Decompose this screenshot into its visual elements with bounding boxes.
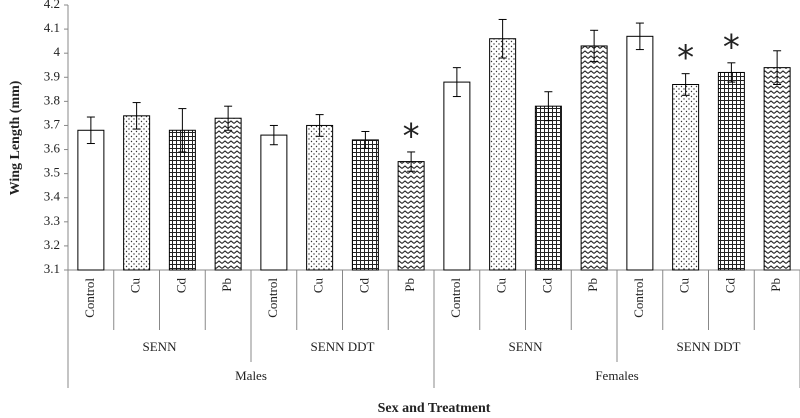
group-label: Males: [235, 368, 267, 383]
y-tick-label: 4.2: [44, 0, 60, 11]
y-tick-label: 3.8: [44, 92, 60, 107]
bar: [763, 67, 791, 271]
y-tick-label: 3.4: [44, 189, 61, 204]
x-tick-label: Control: [448, 278, 463, 318]
bar: [534, 105, 562, 271]
x-tick-label: Cd: [539, 278, 554, 294]
bar: [123, 115, 151, 271]
subgroup-label: SENN: [143, 339, 178, 354]
bar: [443, 81, 471, 271]
x-tick-label: Control: [265, 278, 280, 318]
bar: [260, 134, 288, 271]
significance-marker: *: [677, 38, 694, 78]
group-label: Females: [595, 368, 638, 383]
subgroup-label: SENN DDT: [311, 339, 375, 354]
x-tick-label: Cd: [356, 278, 371, 294]
significance-marker: *: [723, 27, 740, 67]
bar: [626, 35, 654, 271]
x-tick-label: Cu: [677, 278, 692, 294]
bar: [672, 84, 700, 271]
subgroup-label: SENN: [509, 339, 544, 354]
y-tick-label: 3.3: [44, 213, 60, 228]
y-tick-label: 3.1: [44, 261, 60, 276]
subgroup-label: SENN DDT: [677, 339, 741, 354]
y-tick-label: 3.9: [44, 68, 60, 83]
bar: [489, 38, 517, 271]
x-tick-label: Cu: [494, 278, 509, 294]
bar: [580, 45, 608, 271]
bar: [306, 124, 334, 271]
x-tick-label: Cd: [722, 278, 737, 294]
y-tick-label: 3.5: [44, 165, 60, 180]
x-tick-label: Pb: [585, 278, 600, 292]
x-axis-title: Sex and Treatment: [378, 401, 491, 416]
x-tick-label: Cd: [173, 278, 188, 294]
x-tick-label: Control: [631, 278, 646, 318]
x-tick-label: Pb: [219, 278, 234, 292]
bar: [168, 129, 196, 271]
bar: [77, 129, 105, 271]
bar: [214, 117, 242, 271]
y-tick-label: 3.2: [44, 237, 60, 252]
x-tick-label: Pb: [402, 278, 417, 292]
x-tick-label: Cu: [311, 278, 326, 294]
x-tick-label: Cu: [128, 278, 143, 294]
y-tick-label: 3.6: [44, 141, 61, 156]
bar: [351, 139, 379, 271]
y-tick-label: 3.7: [44, 116, 61, 131]
x-tick-label: Pb: [768, 278, 783, 292]
y-tick-label: 4.1: [44, 20, 60, 35]
x-tick-label: Control: [82, 278, 97, 318]
significance-marker: *: [403, 116, 420, 156]
bar: [717, 71, 745, 271]
bar: [397, 161, 425, 271]
y-tick-label: 4: [54, 44, 61, 59]
y-axis-title: Wing Length (mm): [8, 80, 23, 195]
